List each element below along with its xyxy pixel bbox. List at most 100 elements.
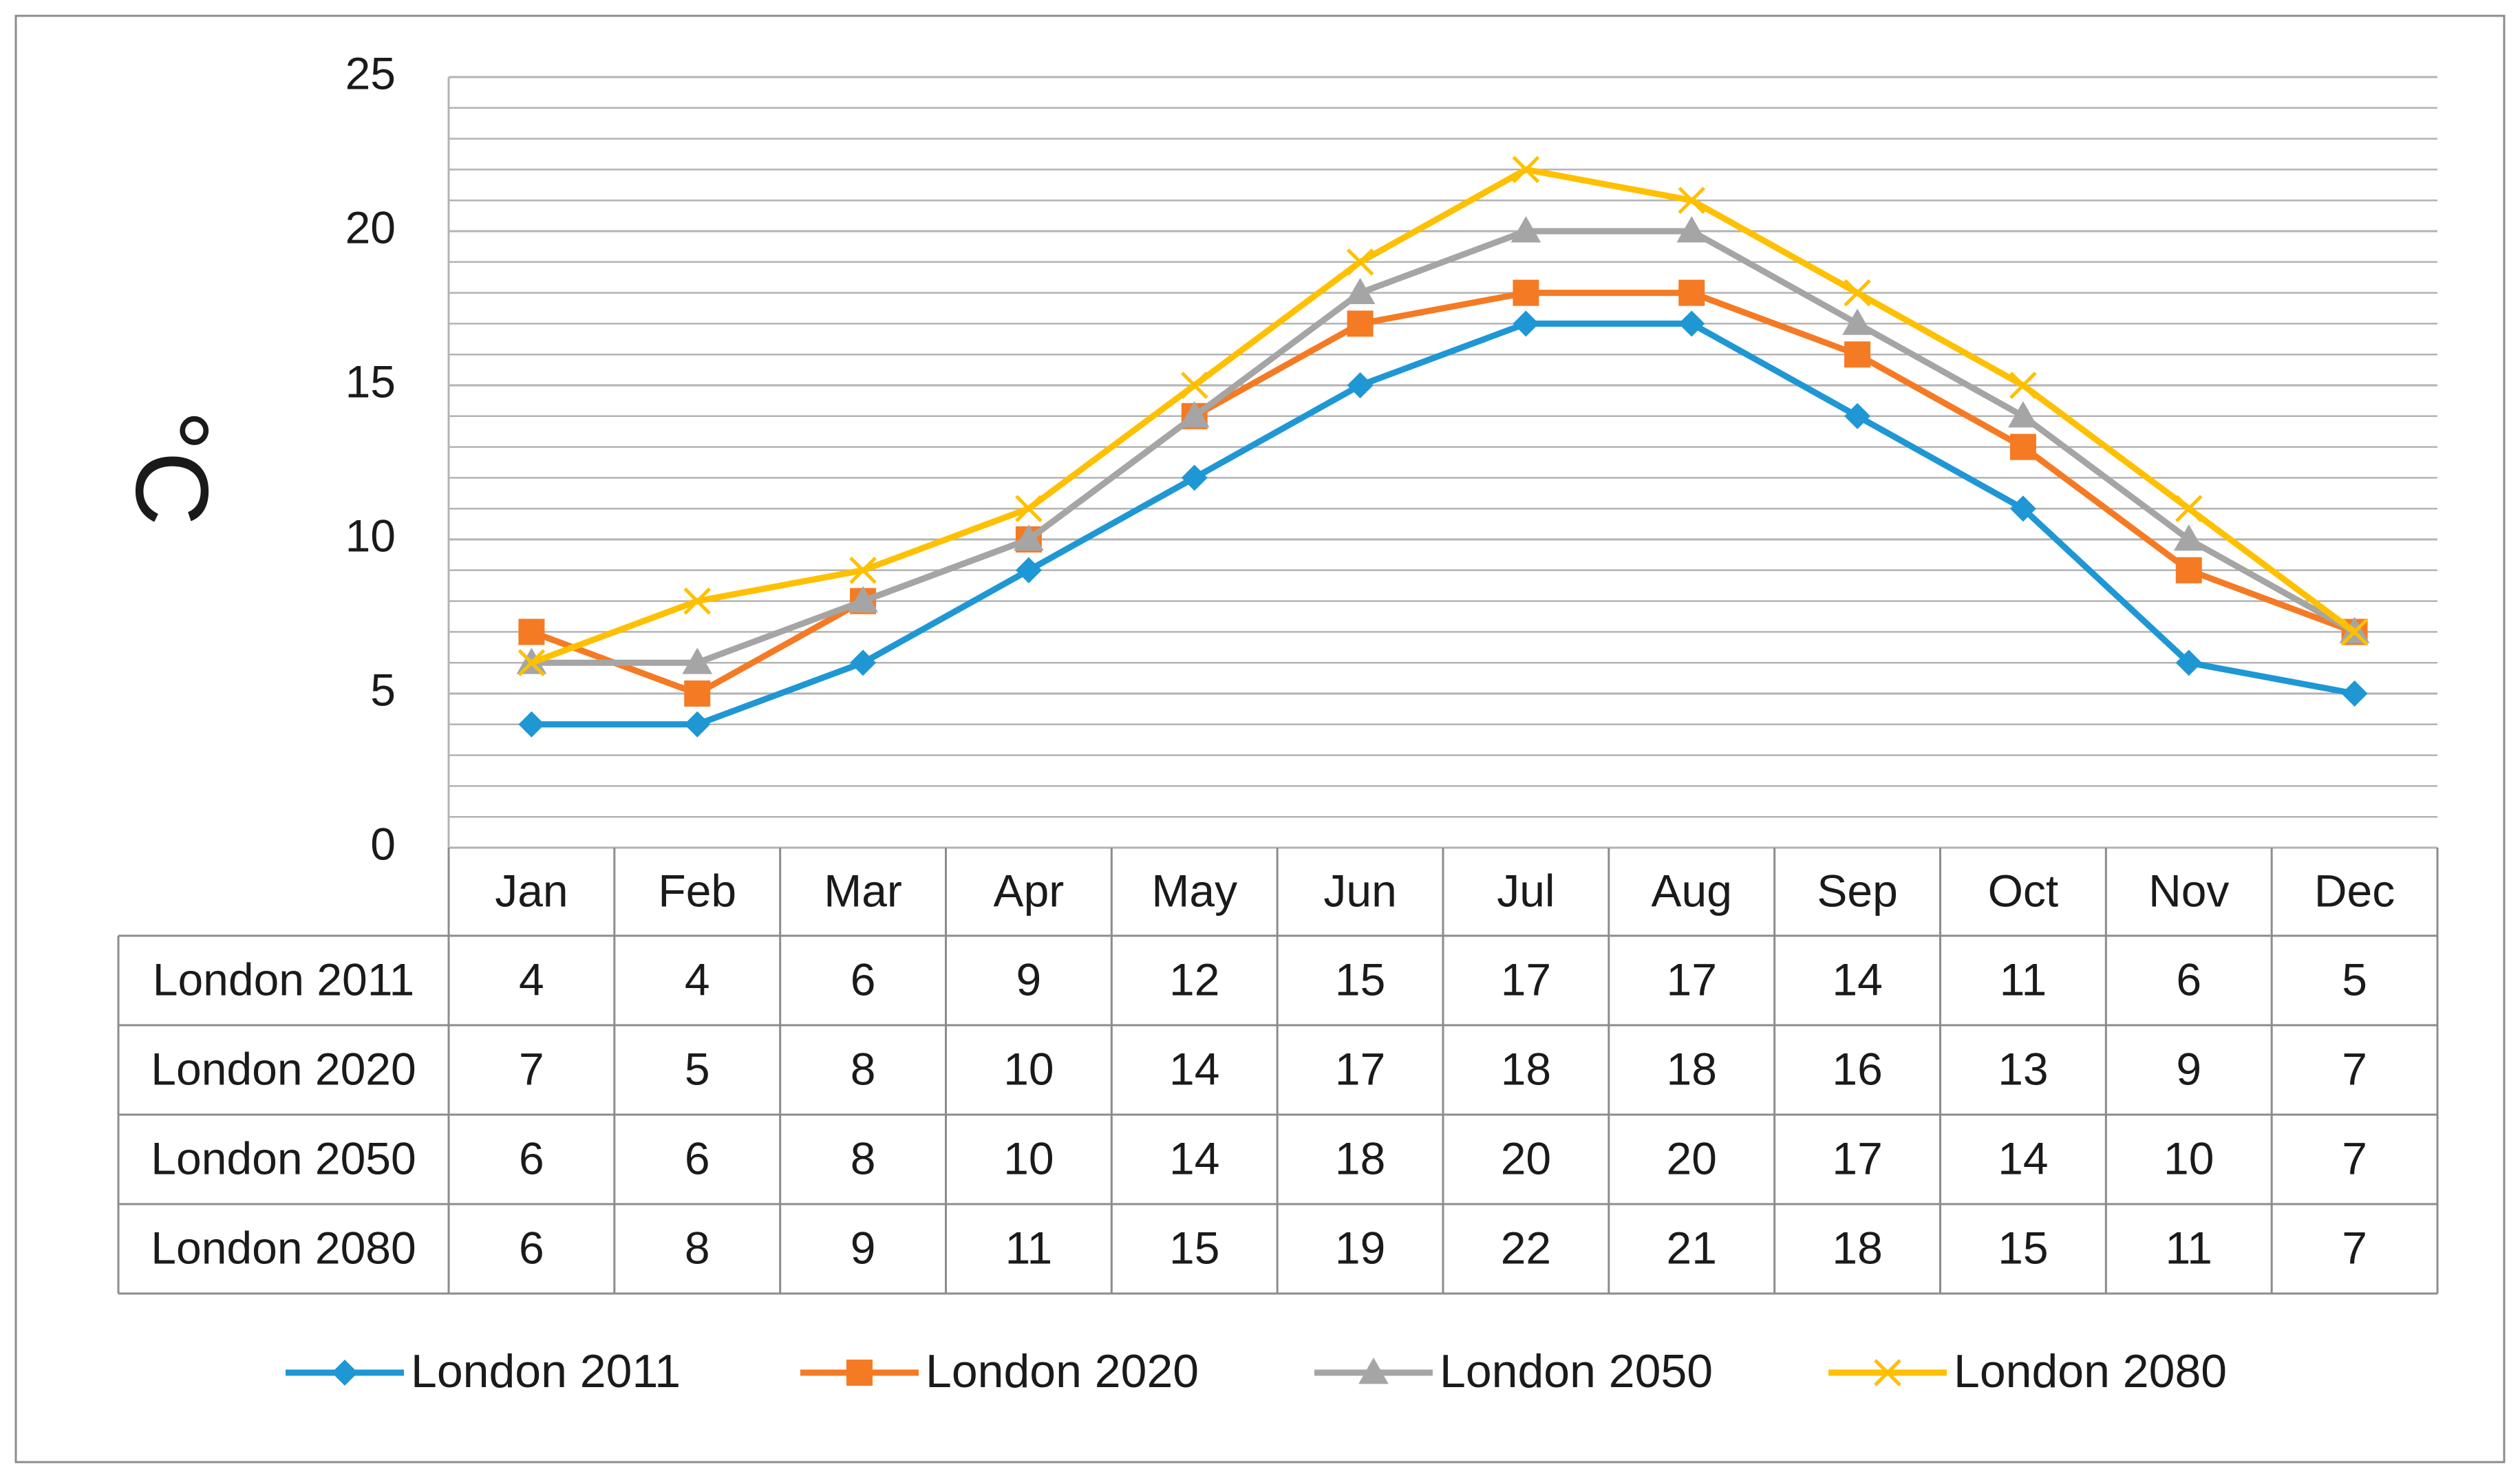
data-point-marker <box>1676 216 1707 243</box>
data-point-marker <box>2175 650 2202 676</box>
table-cell-value: 7 <box>2342 1222 2367 1273</box>
data-point-marker <box>517 649 546 677</box>
legend-item: London 2011 <box>286 1345 681 1397</box>
data-point-marker <box>1513 279 1539 306</box>
chart-frame <box>14 14 2506 1463</box>
table-cell-value: 16 <box>1832 1043 1882 1094</box>
x-tick-label: Nov <box>2148 865 2229 916</box>
data-point-marker <box>518 711 545 738</box>
data-point-marker <box>2340 618 2369 646</box>
data-point-marker <box>683 587 712 615</box>
x-tick-label: Jul <box>1497 865 1555 916</box>
data-point-marker <box>2008 400 2038 428</box>
data-point-marker <box>2173 524 2204 551</box>
table-cell-value: 7 <box>2342 1043 2367 1094</box>
data-point-marker <box>1510 216 1541 243</box>
y-tick-label: 5 <box>370 664 396 715</box>
data-point-marker <box>1844 403 1871 429</box>
table-cell-value: 20 <box>1667 1133 1717 1183</box>
data-point-marker <box>518 619 545 645</box>
table-cell-value: 9 <box>1016 954 1042 1005</box>
table-cell-value: 6 <box>519 1133 544 1183</box>
data-point-marker <box>1842 308 1872 335</box>
data-point-marker <box>1678 186 1706 215</box>
data-point-marker <box>1678 310 1705 337</box>
series-line <box>528 228 2358 666</box>
table-cell-value: 21 <box>1667 1222 1717 1273</box>
x-tick-label: Dec <box>2314 865 2395 916</box>
table-cell-value: 10 <box>2164 1133 2214 1183</box>
x-tick-label: Jun <box>1323 865 1396 916</box>
table-cell-value: 4 <box>685 954 710 1005</box>
data-point-marker <box>682 647 713 674</box>
table-cell-value: 8 <box>851 1043 876 1094</box>
data-point-marker <box>1513 310 1539 337</box>
data-point-marker <box>1358 1358 1389 1384</box>
table-cell-value: 18 <box>1501 1043 1551 1094</box>
data-point-marker <box>2009 495 2036 522</box>
table-cell-value: 14 <box>1169 1133 1219 1183</box>
table-cell-value: 14 <box>1169 1043 1219 1094</box>
data-point-marker <box>1347 310 1374 337</box>
x-tick-label: Sep <box>1817 865 1897 916</box>
data-point-marker <box>684 711 711 738</box>
table-cell-value: 19 <box>1335 1222 1385 1273</box>
data-point-marker <box>850 650 877 676</box>
data-point-marker <box>846 1360 873 1386</box>
table-cell-value: 6 <box>519 1222 544 1273</box>
x-tick-label: Feb <box>658 865 736 916</box>
table-cell-value: 4 <box>519 954 544 1005</box>
data-point-marker <box>1512 155 1540 184</box>
table-series-label: London 2011 <box>153 954 415 1005</box>
data-point-marker <box>849 556 877 584</box>
y-tick-label: 25 <box>345 47 396 98</box>
y-axis-label: °C <box>114 410 230 526</box>
x-tick-label: Apr <box>994 865 1065 916</box>
table-cell-value: 8 <box>851 1133 876 1183</box>
table-cell-value: 17 <box>1335 1043 1385 1094</box>
table-cell-value: 7 <box>519 1043 544 1094</box>
data-table: Jan Feb Mar Apr May Jun Jul Aug Sep Oct Nov Dec Lond… <box>117 848 2439 1295</box>
table-cell-value: 5 <box>2342 954 2367 1005</box>
x-tick-label: Mar <box>824 865 902 916</box>
data-point-marker <box>684 680 711 707</box>
table-cell-value: 18 <box>1832 1222 1882 1273</box>
data-point-marker <box>2009 433 2036 460</box>
table-cell-value: 13 <box>1998 1043 2048 1094</box>
table-cell-value: 10 <box>1003 1133 1054 1183</box>
table-series-label: London 2050 <box>151 1133 416 1183</box>
data-point-marker <box>1844 341 1871 368</box>
series-line <box>528 320 2358 728</box>
data-point-marker <box>1179 400 1210 428</box>
x-tick-label: Oct <box>1988 865 2059 916</box>
table-cell-value: 12 <box>1169 954 1219 1005</box>
series-line <box>528 166 2358 666</box>
table-cell-value: 15 <box>1998 1222 2048 1273</box>
table-cell-value: 6 <box>2176 954 2201 1005</box>
legend-label: London 2080 <box>1954 1345 2227 1397</box>
table-cell-value: 6 <box>851 954 876 1005</box>
table-cell-value: 8 <box>685 1222 710 1273</box>
series-lines <box>516 155 2370 738</box>
table-cell-value: 10 <box>1003 1043 1054 1094</box>
data-point-marker <box>2009 372 2037 399</box>
data-point-marker <box>1015 495 1043 523</box>
data-point-marker <box>1844 279 1871 307</box>
y-tick-label: 0 <box>370 818 396 869</box>
table-cell-value: 17 <box>1501 954 1551 1005</box>
series-london-2080 <box>517 155 2369 677</box>
y-axis: 0 5 10 15 20 25 <box>345 47 450 869</box>
series-line <box>528 290 2358 697</box>
legend-item: London 2080 <box>1828 1345 2227 1397</box>
table-cell-value: 18 <box>1335 1133 1385 1183</box>
x-tick-label: May <box>1151 865 1237 916</box>
data-point-marker <box>848 586 878 612</box>
data-point-marker <box>1345 277 1376 304</box>
table-cell-value: 5 <box>685 1043 710 1094</box>
x-tick-label: Aug <box>1652 865 1732 916</box>
table-cell-value: 15 <box>1169 1222 1219 1273</box>
data-point-marker <box>1181 464 1208 491</box>
legend: London 2011 London 2020 London 2050 London … <box>286 1345 2227 1397</box>
data-point-marker <box>1874 1359 1901 1386</box>
